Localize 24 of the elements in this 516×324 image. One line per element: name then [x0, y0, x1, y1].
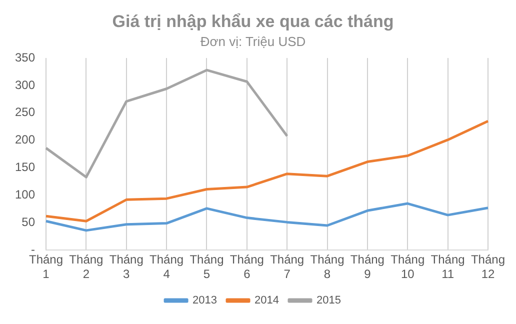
y-tick-label: 100: [14, 188, 36, 202]
x-tick-label: Tháng 10: [390, 252, 425, 282]
x-tick-label: Tháng 11: [430, 252, 465, 282]
legend-label: 2014: [254, 294, 279, 307]
legend-label: 2013: [192, 294, 218, 307]
y-tick-label: 350: [14, 50, 36, 64]
x-tick-label: Tháng 12: [470, 252, 506, 282]
y-tick-label: 200: [14, 132, 36, 147]
chart-title: Giá trị nhập khẩu xe qua các tháng: [112, 12, 394, 31]
legend-label: 2015: [316, 294, 341, 307]
y-tick-label: 250: [14, 105, 36, 120]
x-tick-label: Tháng 8: [310, 252, 344, 282]
x-tick-label: Tháng 1: [29, 252, 64, 282]
x-tick-label: Tháng 2: [69, 252, 104, 282]
x-tick-label: Tháng 3: [109, 252, 144, 282]
x-tick-label: Tháng 5: [190, 252, 224, 282]
y-tick-label: 150: [14, 160, 36, 174]
x-tick-label: Tháng 6: [230, 252, 264, 282]
chart-subtitle: Đơn vị: Triệu USD: [200, 34, 306, 49]
x-tick-label: Tháng 9: [350, 252, 384, 282]
x-tick-label: Tháng 7: [270, 252, 304, 282]
x-tick-label: Tháng 4: [150, 252, 184, 282]
y-tick-label: 300: [14, 78, 36, 92]
y-tick-label: 50: [22, 215, 36, 230]
